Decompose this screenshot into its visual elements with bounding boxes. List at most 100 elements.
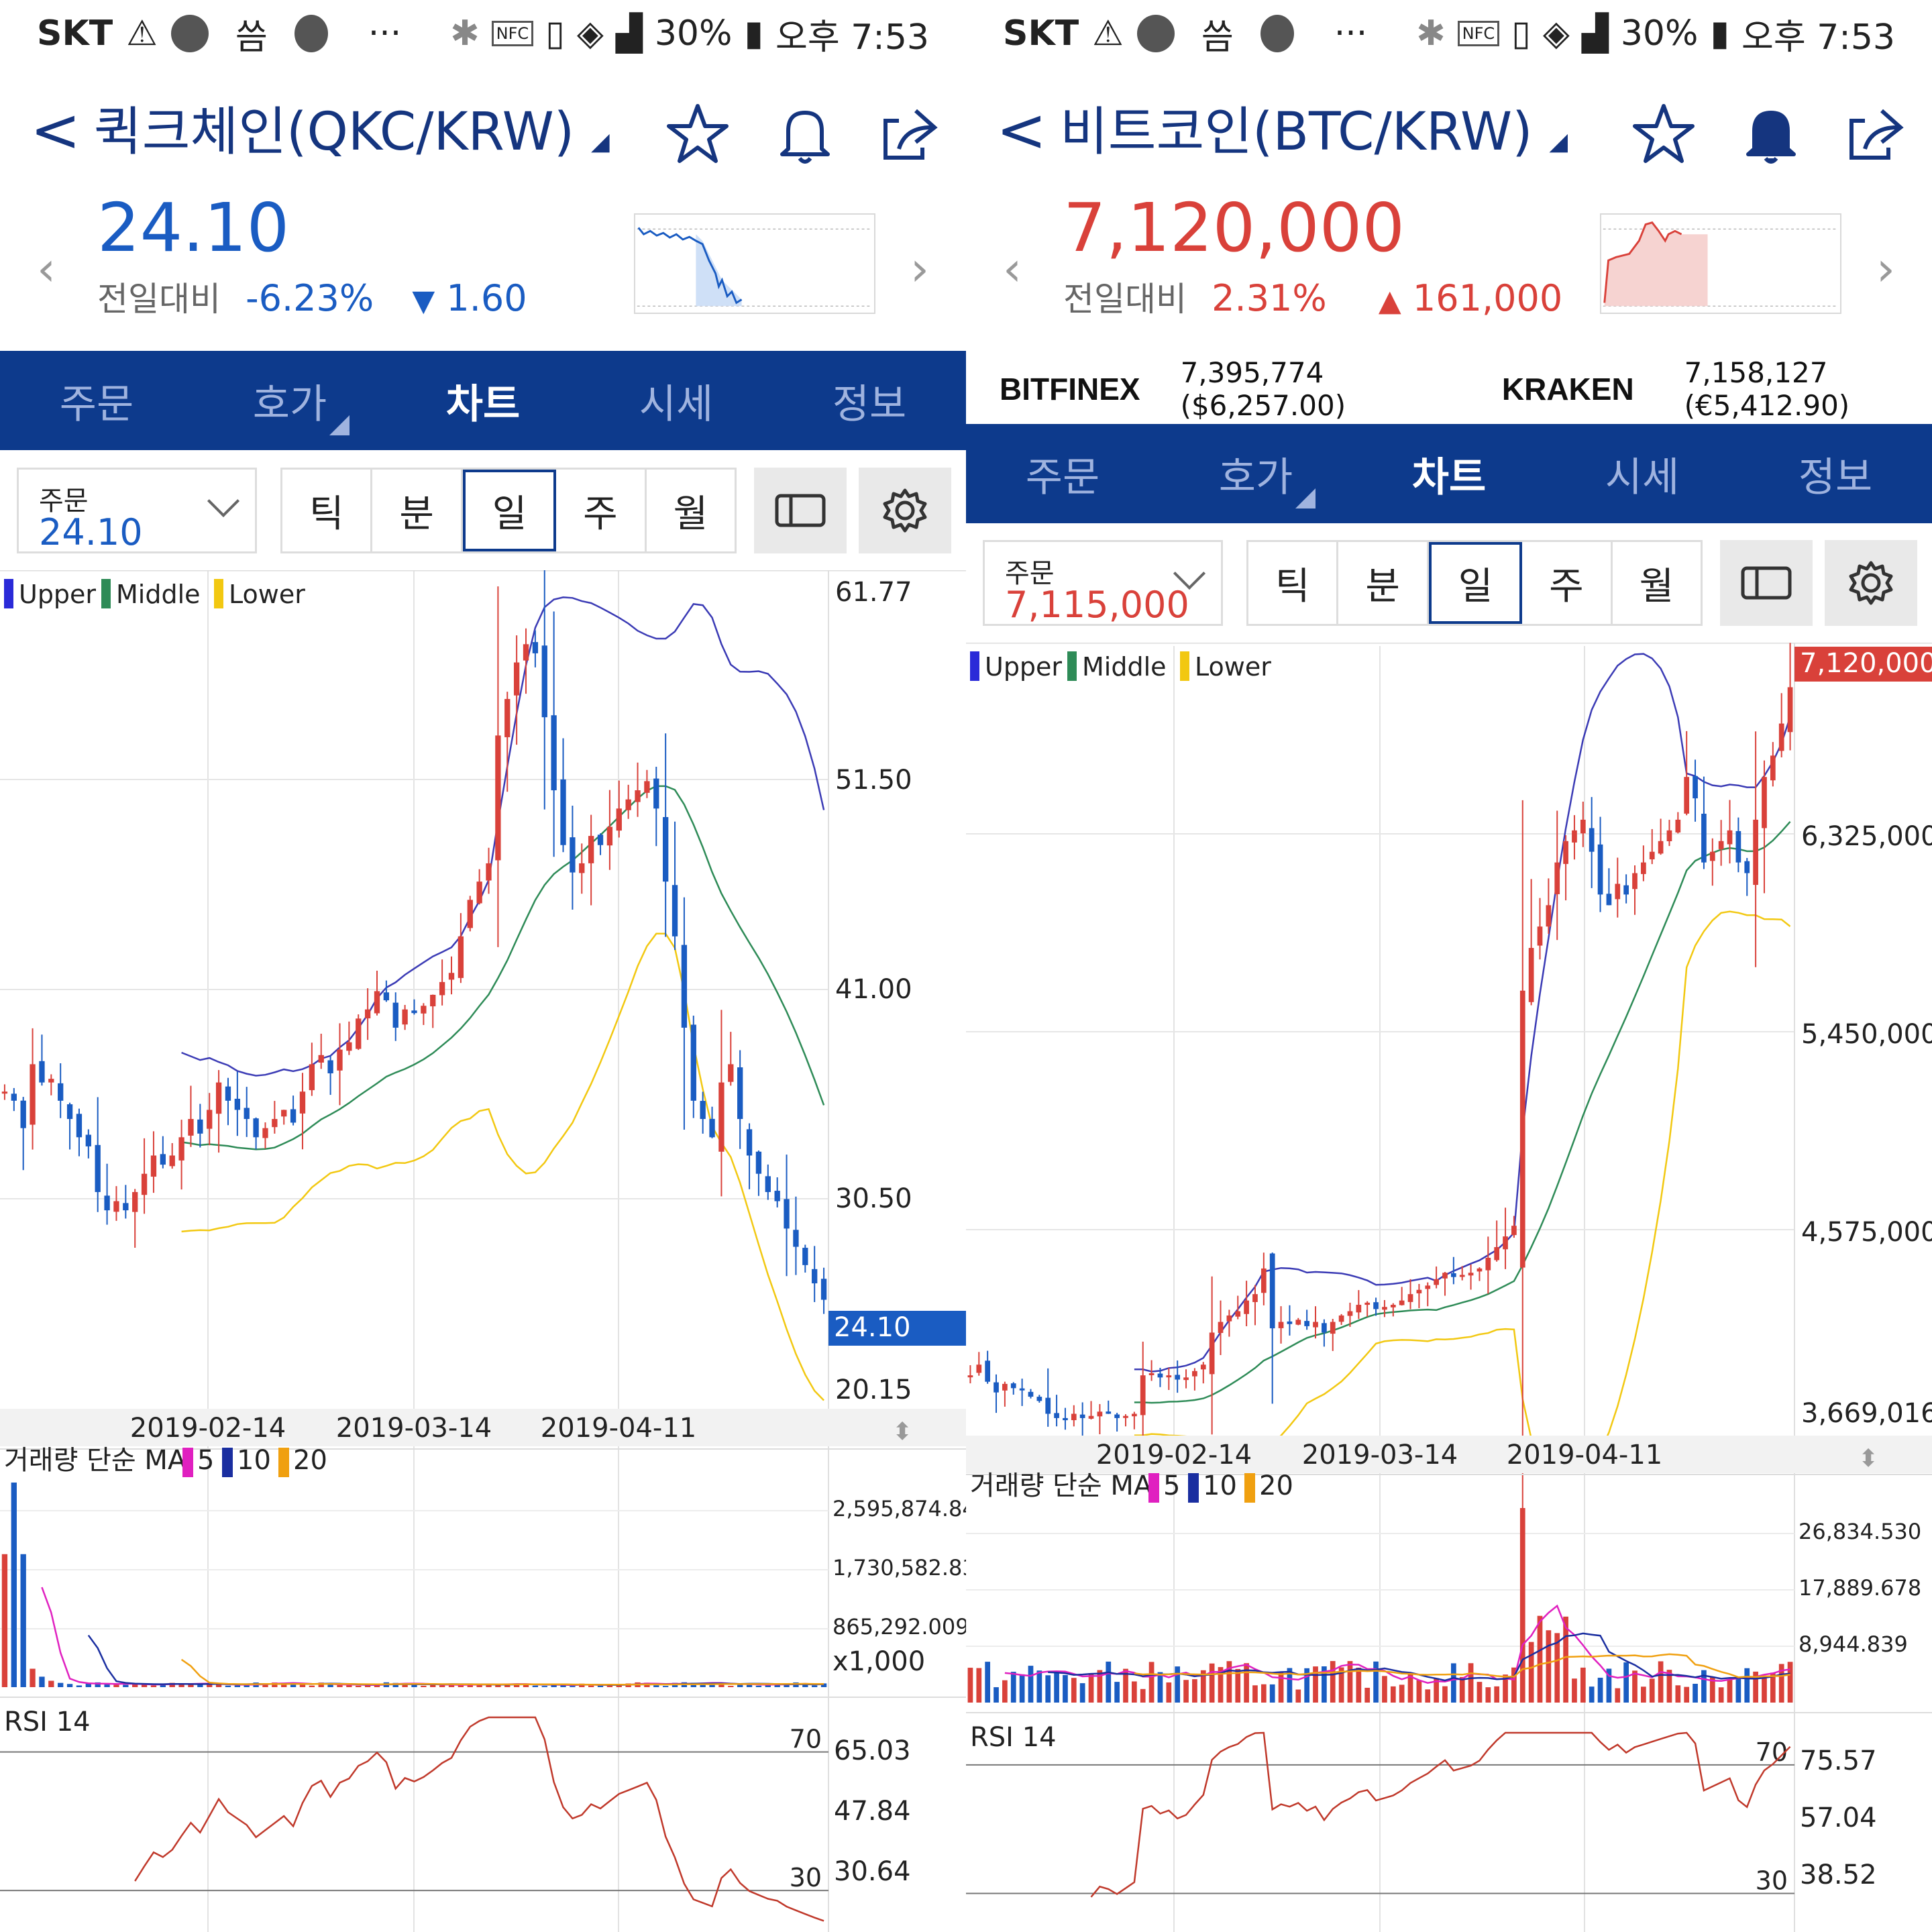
- tab-orderbook[interactable]: 호가: [193, 351, 386, 450]
- tab-quotes[interactable]: 시세: [580, 351, 773, 450]
- volume-bar: [207, 1683, 213, 1687]
- tab-orderbook[interactable]: 호가: [1159, 424, 1352, 523]
- period-tick-button[interactable]: 틱: [282, 470, 373, 551]
- next-coin-icon[interactable]: ›: [910, 241, 929, 297]
- bell-icon[interactable]: [771, 101, 839, 168]
- share-icon[interactable]: [875, 101, 943, 168]
- volume-bar: [1407, 1674, 1413, 1703]
- order-type-select[interactable]: 주문 24.10: [17, 468, 257, 553]
- chart-toolbar: 주문 7,115,000 틱 분 일 주 월: [966, 523, 1932, 626]
- candle-body: [281, 1110, 287, 1117]
- tab-info[interactable]: 정보: [1739, 424, 1932, 523]
- volume-bar: [1071, 1678, 1077, 1703]
- order-type-select[interactable]: 주문 7,115,000: [983, 540, 1223, 626]
- tab-order-label: 주문: [1025, 453, 1100, 501]
- volume-bar: [39, 1676, 45, 1687]
- coin-title[interactable]: 비트코인(BTC/KRW) ◢: [1060, 95, 1568, 179]
- date-label: 2019-02-14: [1096, 1440, 1252, 1470]
- candle-body: [392, 1002, 398, 1028]
- volume-bar: [597, 1685, 604, 1687]
- next-coin-icon[interactable]: ›: [1876, 241, 1895, 297]
- coin-title[interactable]: 퀵크체인(QKC/KRW) ◢: [94, 95, 610, 179]
- candle-body: [1770, 755, 1776, 781]
- candle-body: [1554, 862, 1560, 894]
- period-minute-button[interactable]: 분: [1338, 542, 1429, 624]
- tab-quotes[interactable]: 시세: [1546, 424, 1739, 523]
- candle-body: [1235, 1311, 1241, 1317]
- candle-body: [290, 1109, 297, 1123]
- candle-body: [513, 662, 520, 696]
- volume-bar: [1347, 1661, 1353, 1703]
- period-month-button[interactable]: 월: [1639, 564, 1674, 608]
- candle-body: [765, 1176, 771, 1192]
- volume-bar: [774, 1684, 780, 1687]
- candle-body: [299, 1091, 306, 1114]
- vibrate-icon: ▯: [545, 13, 565, 54]
- prev-coin-icon[interactable]: ‹: [37, 241, 56, 297]
- carrier-label: SKT: [1003, 13, 1079, 54]
- volume-bar: [1485, 1687, 1491, 1703]
- volume-bar: [1709, 1676, 1715, 1703]
- candle-body: [1252, 1294, 1258, 1302]
- price-axis-label: 3,669,016: [1801, 1398, 1932, 1429]
- prev-coin-icon[interactable]: ‹: [1003, 241, 1022, 297]
- period-week-button[interactable]: 주: [1522, 542, 1613, 624]
- back-icon[interactable]: <: [30, 95, 81, 166]
- legend-label-2: Lower: [229, 580, 305, 609]
- candle-body: [39, 1061, 45, 1083]
- volume-bar: [1580, 1667, 1586, 1703]
- candle-body: [309, 1064, 315, 1091]
- period-week-button[interactable]: 주: [556, 470, 647, 551]
- period-day-button[interactable]: 일: [462, 470, 557, 551]
- volume-bar: [1735, 1677, 1741, 1703]
- star-icon[interactable]: [1630, 101, 1697, 168]
- tab-info[interactable]: 정보: [773, 351, 966, 450]
- volume-bar: [1554, 1633, 1560, 1703]
- candle-body: [1322, 1323, 1327, 1333]
- volume-bar: [318, 1682, 324, 1687]
- chevron-down-icon: [207, 484, 240, 518]
- candle-body: [1450, 1273, 1456, 1277]
- tab-chart[interactable]: 차트: [386, 351, 580, 450]
- chart-settings-button[interactable]: [859, 468, 951, 553]
- qkc-panel: SKT ⚠ 씀 ··· ✱ NFC ▯ ◈ ▟ 30% ▮ 오후 7:53 < …: [0, 13, 966, 1932]
- tab-order[interactable]: 주문: [0, 351, 193, 450]
- candle-body: [11, 1093, 17, 1101]
- period-minute-button[interactable]: 분: [372, 470, 463, 551]
- chart-area[interactable]: Upper Middle Lower 6,325,000 5,450,000 4,575,…: [966, 639, 1932, 1932]
- tab-order[interactable]: 주문: [966, 424, 1159, 523]
- volume-bar: [66, 1684, 73, 1687]
- candle-body: [430, 994, 436, 1007]
- candle-body: [653, 778, 659, 809]
- candle-body: [1528, 948, 1534, 1002]
- star-icon[interactable]: [664, 101, 731, 168]
- volume-bar: [225, 1685, 231, 1687]
- tab-chart[interactable]: 차트: [1352, 424, 1546, 523]
- volume-bar: [1519, 1508, 1525, 1703]
- period-tick-button[interactable]: 틱: [1248, 542, 1339, 624]
- legend-swatch-1: [101, 579, 111, 608]
- volume-bar: [160, 1684, 166, 1687]
- candle-body: [207, 1110, 213, 1129]
- share-icon[interactable]: [1841, 101, 1909, 168]
- current-price-tag-text: 24.10: [834, 1312, 911, 1343]
- volume-bar: [1200, 1670, 1206, 1703]
- period-month-button[interactable]: 월: [673, 492, 708, 536]
- current-price: 24.10: [97, 189, 290, 267]
- chart-area[interactable]: Upper Middle Lower 61.77 51.50 41.00 30.50 20.1…: [0, 560, 966, 1932]
- layout-toggle-button[interactable]: [1720, 540, 1813, 626]
- chart-settings-button[interactable]: [1825, 540, 1917, 626]
- layout-toggle-button[interactable]: [754, 468, 847, 553]
- volume-bar: [1434, 1678, 1439, 1703]
- candle-body: [1123, 1415, 1128, 1418]
- volume-bar: [11, 1483, 17, 1687]
- period-day-button[interactable]: 일: [1428, 542, 1523, 624]
- volume-bar: [1666, 1670, 1672, 1703]
- candle-body: [337, 1049, 343, 1071]
- period-selector: 틱 분 일 주 월: [1246, 540, 1703, 626]
- exchange-value-kraken: 7,158,127 (€5,412.90): [1684, 356, 1850, 422]
- back-icon[interactable]: <: [996, 95, 1047, 166]
- candle-body: [66, 1104, 73, 1120]
- bell-filled-icon[interactable]: [1737, 101, 1805, 168]
- wifi-icon: ◈: [576, 13, 604, 54]
